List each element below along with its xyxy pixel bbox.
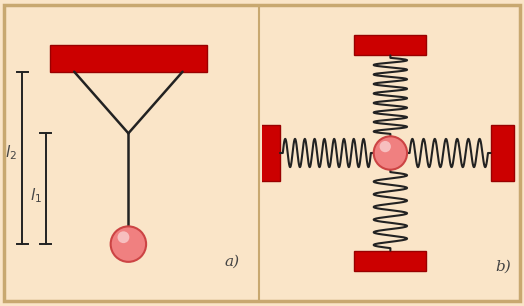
FancyBboxPatch shape [257, 125, 280, 181]
Text: a): a) [224, 255, 239, 269]
FancyBboxPatch shape [50, 45, 207, 72]
Circle shape [379, 141, 391, 152]
Circle shape [374, 136, 407, 170]
Circle shape [117, 231, 129, 243]
FancyBboxPatch shape [354, 251, 427, 271]
FancyBboxPatch shape [490, 125, 514, 181]
FancyBboxPatch shape [354, 35, 427, 55]
Text: $l_1$: $l_1$ [30, 187, 42, 205]
Text: $l_2$: $l_2$ [5, 144, 17, 162]
Text: b): b) [495, 260, 511, 274]
Circle shape [111, 226, 146, 262]
